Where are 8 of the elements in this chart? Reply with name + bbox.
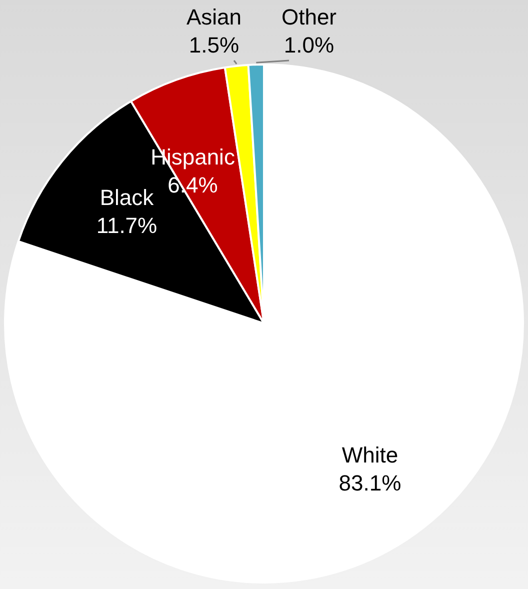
slice-label: Other <box>281 4 337 30</box>
data-label: 1.0% <box>284 32 334 58</box>
slice-label: Black <box>100 185 155 210</box>
data-label: 1.5% <box>188 32 240 58</box>
slice-label: White <box>342 442 398 468</box>
slice-label: Asian <box>186 4 242 30</box>
data-label: 11.7% <box>96 213 158 238</box>
data-label: 83.1% <box>338 470 402 496</box>
